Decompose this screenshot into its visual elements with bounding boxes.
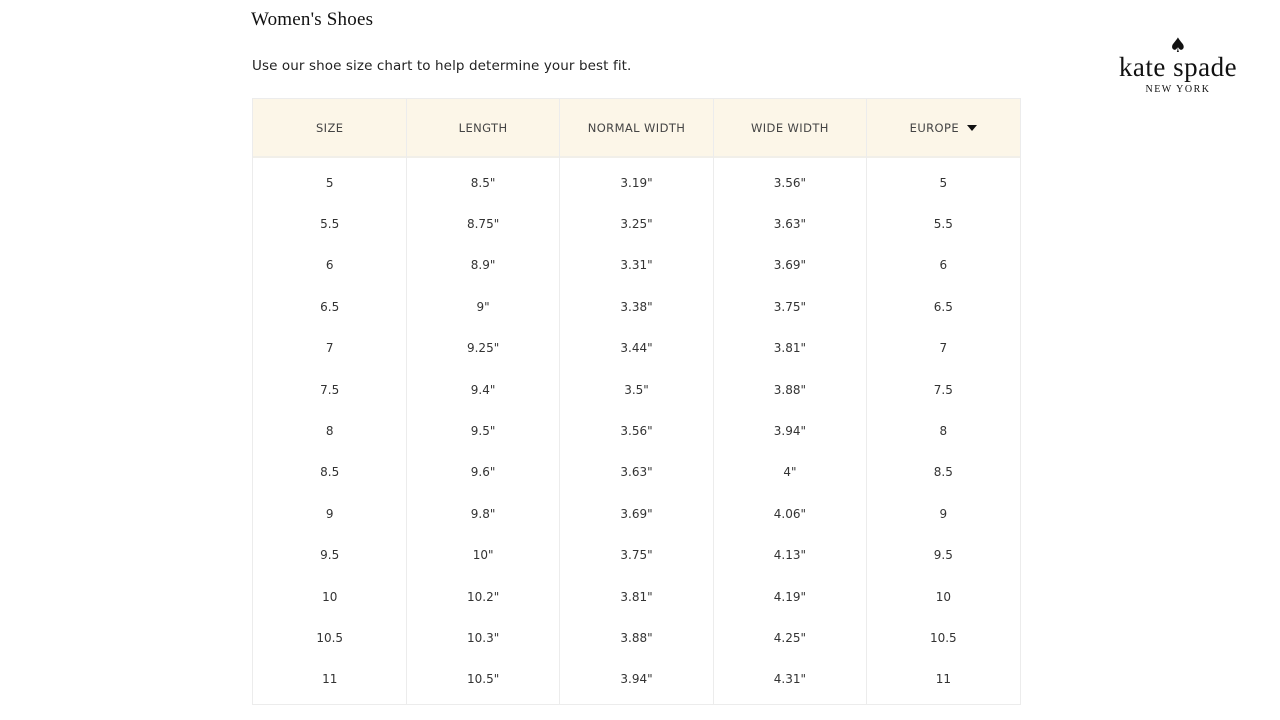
cell-normal-width: 3.19" [620,175,653,190]
table-row: 5.5 8.75" 3.25" 3.63" 5.5 [253,203,1020,244]
column-divider [866,99,867,704]
cell-size: 10 [322,589,338,604]
cell-wide-width: 3.75" [773,299,807,314]
header-size: SIZE [315,120,344,135]
cell-europe: 11 [935,672,951,687]
cell-wide-width: 4" [783,465,797,480]
cell-length: 9.25" [466,341,500,356]
header-length: LENGTH [458,120,508,135]
table-row: 6 8.9" 3.31" 3.69" 6 [253,245,1020,286]
cell-length: 9.5" [470,424,496,439]
cell-wide-width: 3.63" [773,217,807,232]
cell-length: 8.5" [470,175,496,190]
caret-down-icon [966,125,977,131]
cell-normal-width: 3.38" [620,299,653,314]
cell-wide-width: 4.06" [773,506,807,521]
cell-wide-width: 3.88" [773,382,807,397]
brand-name: kate spade [1118,52,1238,82]
cell-size: 6.5 [320,299,340,314]
cell-wide-width: 3.94" [773,424,807,439]
table-row: 9.5 10" 3.75" 4.13" 9.5 [253,535,1020,576]
cell-normal-width: 3.5" [624,382,649,397]
cell-europe: 7 [939,341,948,356]
cell-europe: 6 [939,258,948,273]
cell-length: 8.9" [470,258,496,273]
cell-wide-width: 3.56" [773,175,807,190]
cell-europe: 7.5 [933,382,953,397]
header-wide-width: WIDE WIDTH [751,120,829,135]
cell-wide-width: 3.81" [773,341,807,356]
cell-europe: 8.5 [933,465,953,480]
table-body: 5 8.5" 3.19" 3.56" 5 5.5 8.75" 3.25" 3.63" 5.5 6 8.… [253,162,1020,700]
cell-length: 10.3" [466,630,500,645]
size-chart-table: SIZE LENGTH NORMAL WIDTH WIDE WIDTH EURO… [252,98,1021,705]
cell-wide-width: 3.69" [773,258,807,273]
table-row: 10.5 10.3" 3.88" 4.25" 10.5 [253,617,1020,658]
table-row: 8.5 9.6" 3.63" 4" 8.5 [253,452,1020,493]
cell-normal-width: 3.31" [620,258,653,273]
region-dropdown[interactable]: EUROPE [867,99,1020,156]
cell-normal-width: 3.94" [620,672,653,687]
cell-size: 5.5 [320,217,340,232]
cell-normal-width: 3.63" [620,465,653,480]
cell-normal-width: 3.69" [620,506,653,521]
table-row: 8 9.5" 3.56" 3.94" 8 [253,410,1020,451]
cell-europe: 9 [939,506,948,521]
cell-length: 10.2" [466,589,500,604]
cell-size: 7 [325,341,334,356]
cell-size: 6 [325,258,334,273]
page-title: Women's Shoes [251,9,374,30]
table-row: 10 10.2" 3.81" 4.19" 10 [253,576,1020,617]
cell-size: 10.5 [316,630,344,645]
cell-length: 9.6" [470,465,496,480]
cell-length: 10" [472,548,494,563]
cell-length: 9.4" [470,382,496,397]
cell-length: 9.8" [470,506,496,521]
cell-europe: 10 [935,589,951,604]
cell-length: 8.75" [466,217,500,232]
cell-europe: 5.5 [933,217,953,232]
cell-size: 8 [325,424,334,439]
header-normal-width: NORMAL WIDTH [587,120,686,135]
column-divider [559,99,560,704]
brand-logo[interactable]: ♠ kate spade NEW YORK [1108,33,1248,95]
cell-europe: 9.5 [933,548,953,563]
table-row: 6.5 9" 3.38" 3.75" 6.5 [253,286,1020,327]
table-row: 7 9.25" 3.44" 3.81" 7 [253,328,1020,369]
region-dropdown-label: EUROPE [909,120,959,135]
cell-wide-width: 4.19" [773,589,807,604]
cell-normal-width: 3.81" [620,589,653,604]
spade-icon: ♠ [1169,33,1187,57]
cell-europe: 6.5 [933,299,953,314]
brand-tagline: NEW YORK [1145,84,1211,95]
cell-length: 9" [476,299,490,314]
cell-size: 9 [325,506,334,521]
cell-normal-width: 3.56" [620,424,653,439]
table-header-row: SIZE LENGTH NORMAL WIDTH WIDE WIDTH EURO… [253,99,1020,158]
cell-size: 9.5 [320,548,340,563]
table-row: 11 10.5" 3.94" 4.31" 11 [253,659,1020,700]
cell-europe: 8 [939,424,948,439]
cell-size: 8.5 [320,465,340,480]
cell-europe: 5 [939,175,948,190]
cell-normal-width: 3.44" [620,341,653,356]
table-row: 5 8.5" 3.19" 3.56" 5 [253,162,1020,203]
cell-size: 7.5 [320,382,340,397]
cell-wide-width: 4.13" [773,548,807,563]
cell-wide-width: 4.31" [773,672,807,687]
cell-normal-width: 3.75" [620,548,653,563]
table-row: 9 9.8" 3.69" 4.06" 9 [253,493,1020,534]
column-divider [713,99,714,704]
cell-normal-width: 3.88" [620,630,653,645]
page-subtitle: Use our shoe size chart to help determin… [252,58,632,74]
table-row: 7.5 9.4" 3.5" 3.88" 7.5 [253,369,1020,410]
cell-wide-width: 4.25" [773,630,807,645]
cell-europe: 10.5 [929,630,957,645]
cell-size: 5 [325,175,334,190]
column-divider [406,99,407,704]
cell-normal-width: 3.25" [620,217,653,232]
cell-size: 11 [322,672,338,687]
cell-length: 10.5" [466,672,500,687]
